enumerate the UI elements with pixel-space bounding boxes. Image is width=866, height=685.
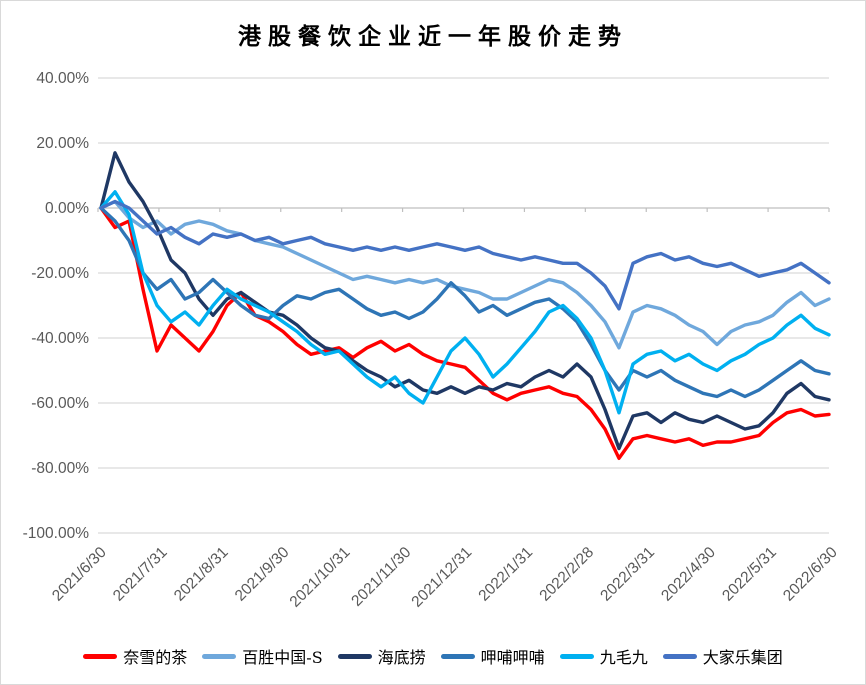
legend-swatch-icon bbox=[440, 653, 475, 659]
x-axis-label: 2022/6/30 bbox=[780, 544, 841, 605]
legend-item-海底捞: 海底捞 bbox=[337, 644, 426, 668]
x-axis-label: 2022/2/28 bbox=[536, 544, 597, 605]
chart-legend: 奈雪的茶 百胜中国-S 海底捞 呷哺呷哺 九毛九 大家乐集团 bbox=[1, 644, 865, 668]
y-axis-label: -40.00% bbox=[31, 330, 89, 347]
y-axis-label: 40.00% bbox=[36, 70, 89, 87]
legend-item-九毛九: 九毛九 bbox=[559, 644, 648, 668]
legend-item-大家乐集团: 大家乐集团 bbox=[662, 644, 783, 668]
series-line-呷哺呷哺 bbox=[99, 206, 831, 399]
series-line-海底捞 bbox=[99, 151, 831, 451]
legend-swatch-icon bbox=[559, 653, 594, 659]
legend-swatch-icon bbox=[83, 653, 118, 659]
y-axis-label: -20.00% bbox=[31, 265, 89, 282]
y-axis-label: -60.00% bbox=[31, 395, 89, 412]
x-axis-label: 2021/8/31 bbox=[171, 544, 232, 605]
y-axis-label: -100.00% bbox=[23, 525, 90, 542]
legend-label: 大家乐集团 bbox=[702, 648, 783, 667]
x-axis-label: 2022/5/31 bbox=[719, 544, 780, 605]
legend-label: 九毛九 bbox=[599, 648, 648, 667]
x-axis-label: 2021/9/30 bbox=[232, 544, 293, 605]
x-axis-label: 2022/4/30 bbox=[658, 544, 719, 605]
legend-swatch-icon bbox=[662, 653, 697, 659]
x-axis-label: 2021/6/30 bbox=[49, 544, 110, 605]
legend-label: 奈雪的茶 bbox=[123, 648, 188, 667]
x-axis-label: 2022/3/31 bbox=[597, 544, 658, 605]
series-line-百胜中国-S bbox=[99, 199, 831, 350]
y-axis-label: -80.00% bbox=[31, 460, 89, 477]
series-line-大家乐集团 bbox=[99, 199, 831, 311]
series-line-九毛九 bbox=[99, 190, 831, 415]
series-line-奈雪的茶 bbox=[99, 206, 831, 460]
legend-label: 呷哺呷哺 bbox=[480, 648, 545, 667]
x-axis-label: 2021/10/31 bbox=[287, 544, 354, 611]
y-axis-label: 20.00% bbox=[36, 135, 89, 152]
x-axis-label: 2021/11/30 bbox=[348, 544, 414, 610]
legend-item-呷哺呷哺: 呷哺呷哺 bbox=[440, 644, 545, 668]
x-axis-label: 2021/12/31 bbox=[408, 544, 475, 611]
legend-item-百胜中国-S: 百胜中国-S bbox=[202, 644, 323, 668]
legend-label: 海底捞 bbox=[377, 648, 426, 667]
legend-swatch-icon bbox=[337, 653, 372, 659]
legend-item-奈雪的茶: 奈雪的茶 bbox=[83, 644, 187, 668]
y-axis-label: 0.00% bbox=[45, 200, 89, 217]
chart-title: 港股餐饮企业近一年股价走势 bbox=[238, 23, 628, 50]
legend-label: 百胜中国-S bbox=[242, 648, 323, 667]
legend-swatch-icon bbox=[202, 653, 237, 659]
line-chart-plot: 40.00% 20.00% 0.00% -20.00% -40.00% -60.00% -8… bbox=[23, 70, 841, 611]
x-axis-label: 2021/7/31 bbox=[110, 544, 171, 605]
x-axis-label: 2022/1/31 bbox=[475, 544, 536, 605]
